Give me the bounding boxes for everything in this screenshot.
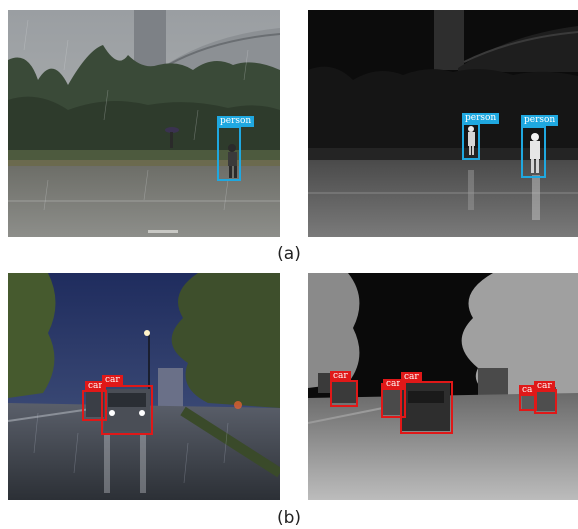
panel-a-rgb: person	[8, 10, 280, 237]
person-label: person	[217, 116, 255, 127]
panel-b-thermal: car car car ca car	[308, 273, 578, 500]
car-label: car	[330, 371, 351, 382]
car-bounding-box	[101, 385, 153, 435]
car-label: car	[534, 381, 555, 392]
car-bounding-box	[400, 381, 453, 434]
person-bounding-box	[462, 123, 480, 160]
rgb-night-road-scene	[8, 273, 280, 500]
car-bounding-box	[330, 380, 358, 407]
car-label: car	[401, 372, 422, 383]
caption-b: (b)	[276, 508, 302, 528]
person-label: person	[521, 115, 559, 126]
car-label: car	[383, 379, 404, 390]
car-label: car	[102, 375, 123, 386]
panel-b-rgb: car car	[8, 273, 280, 500]
car-bounding-box	[534, 389, 557, 414]
person-label: person	[462, 113, 500, 124]
panel-a-thermal: person person	[308, 10, 578, 237]
caption-a: (a)	[277, 244, 301, 264]
car-label: car	[85, 381, 106, 392]
car-label: ca	[519, 385, 536, 396]
person-bounding-box	[521, 126, 546, 178]
rgb-rainy-scene	[8, 10, 280, 237]
person-bounding-box	[217, 126, 241, 181]
